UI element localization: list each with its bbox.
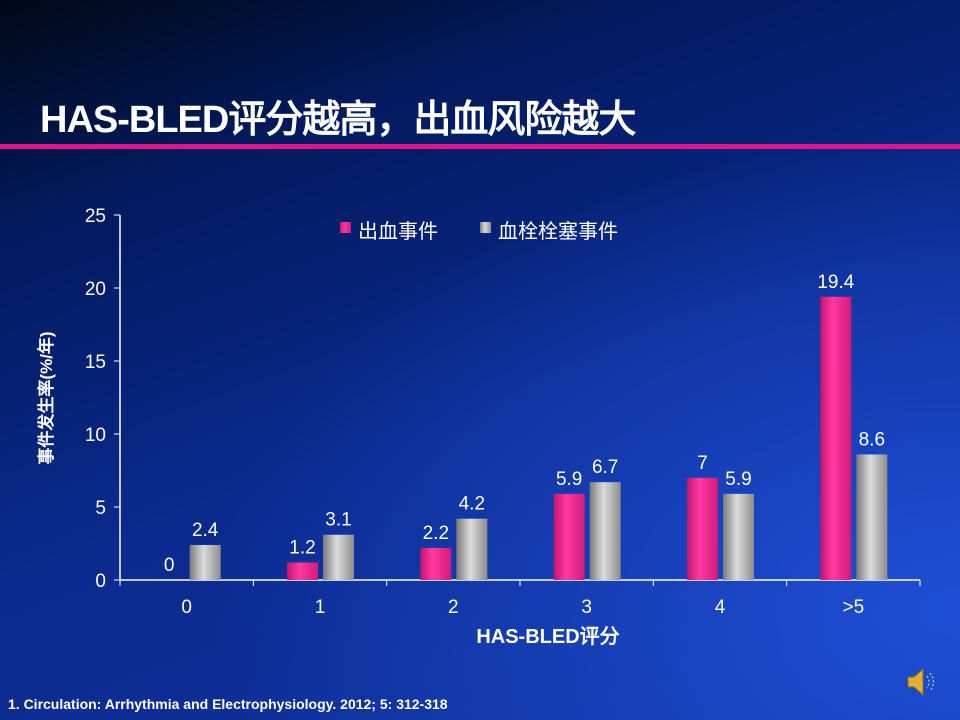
reference-citation: 1. Circulation: Arrhythmia and Electroph… [8, 696, 448, 712]
y-tick-label: 0 [95, 571, 106, 592]
bar-thrombo [723, 493, 754, 580]
title-divider [0, 144, 960, 149]
y-tick-label: 15 [85, 352, 106, 373]
slide-title: HAS-BLED评分越高，出血风险越大 [40, 99, 636, 141]
data-label: 7 [697, 453, 708, 474]
bar-thrombo [456, 518, 488, 580]
legend-label-thrombo: 血栓栓塞事件 [498, 220, 618, 243]
y-tick-label: 25 [85, 206, 106, 227]
data-label: 4.2 [459, 494, 485, 515]
legend-label-bleeding: 出血事件 [358, 220, 438, 243]
x-tick-label: >5 [842, 597, 864, 618]
bar-thrombo [189, 544, 221, 580]
legend-swatch-thrombo [480, 222, 491, 233]
data-label: 19.4 [817, 272, 854, 293]
bar-bleeding [553, 493, 585, 580]
legend-swatch-bleeding [340, 222, 351, 233]
x-tick-label: 2 [448, 597, 459, 618]
bar-thrombo [856, 454, 888, 580]
bar-bleeding [420, 547, 452, 580]
y-tick-label: 5 [95, 498, 106, 519]
data-label: 8.6 [859, 429, 885, 450]
data-label: 5.9 [725, 469, 751, 490]
data-label: 1.2 [289, 537, 315, 558]
bar-thrombo [589, 482, 621, 580]
x-tick-label: 3 [581, 597, 592, 618]
data-label: 3.1 [325, 510, 351, 531]
x-axis-title: HAS-BLED评分 [476, 625, 619, 648]
y-tick-label: 20 [85, 279, 106, 300]
x-tick-label: 1 [315, 597, 326, 618]
data-label: 5.9 [556, 469, 582, 490]
y-tick-label: 10 [85, 425, 106, 446]
bar-bleeding [687, 477, 718, 580]
y-axis-title: 事件发生率(%/年) [36, 331, 56, 464]
data-label: 2.2 [423, 523, 449, 544]
bar-thrombo [323, 534, 354, 580]
data-label: 2.4 [192, 520, 219, 541]
bar-bleeding [287, 562, 318, 580]
data-label: 0 [164, 555, 175, 576]
x-tick-label: 0 [181, 597, 192, 618]
data-label: 6.7 [592, 457, 618, 478]
bar-bleeding [820, 296, 852, 580]
x-tick-label: 4 [715, 597, 726, 618]
